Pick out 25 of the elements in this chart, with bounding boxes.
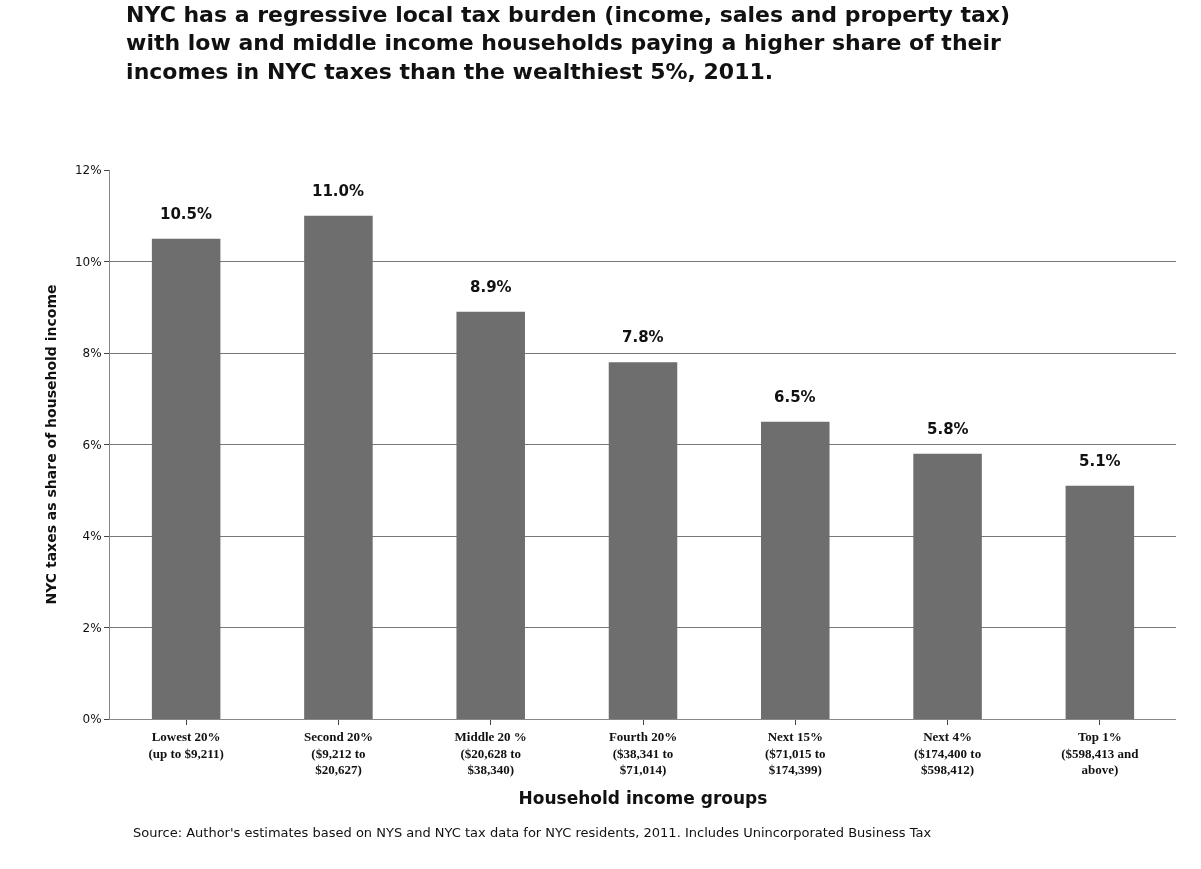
y-axis-title: NYC taxes as share of household income	[42, 284, 59, 605]
x-tick-label: Next 15% ($71,015 to $174,399)	[764, 728, 826, 778]
data-label: 6.5%	[774, 388, 816, 406]
x-tick-label: Top 1% ($598,413 and above)	[1061, 728, 1140, 778]
data-label: 5.8%	[927, 420, 969, 438]
data-label: 5.1%	[1079, 452, 1121, 470]
data-label: 8.9%	[470, 278, 512, 296]
data-label: 11.0%	[312, 182, 365, 200]
data-label: 10.5%	[160, 205, 213, 223]
x-tick-label: Second 20% ($9,212 to $20,627)	[303, 728, 373, 778]
y-tick-label: 4%	[82, 529, 102, 544]
x-tick-label: Middle 20 % ($20,628 to $38,340)	[454, 728, 527, 778]
x-tick-label: Next 4% ($174,400 to $598,412)	[913, 728, 982, 778]
y-tick-label: 12%	[74, 163, 102, 178]
data-label: 7.8%	[622, 328, 664, 346]
source-note: Source: Author's estimates based on NYS and NYC tax data for NYC residents, 2011. Includes Unincorporated Business Tax	[133, 825, 932, 840]
y-tick-label: 0%	[82, 712, 102, 727]
y-tick-label: 2%	[82, 620, 102, 635]
y-tick-label: 10%	[74, 254, 102, 269]
y-tick-label: 8%	[82, 346, 102, 361]
chart-title: NYC has a regressive local tax burden (income, sales and property tax) with low and middle income households paying a higher share of their incomes in NYC taxes than the wealthiest 5%, 2011.	[126, 1, 1011, 84]
x-tick-label: Lowest 20% (up to $9,211)	[148, 728, 224, 761]
y-tick-label: 6%	[82, 437, 102, 452]
x-axis-title: Household income groups	[518, 787, 768, 808]
x-tick-label: Fourth 20% ($38,341 to $71,014)	[608, 728, 678, 778]
